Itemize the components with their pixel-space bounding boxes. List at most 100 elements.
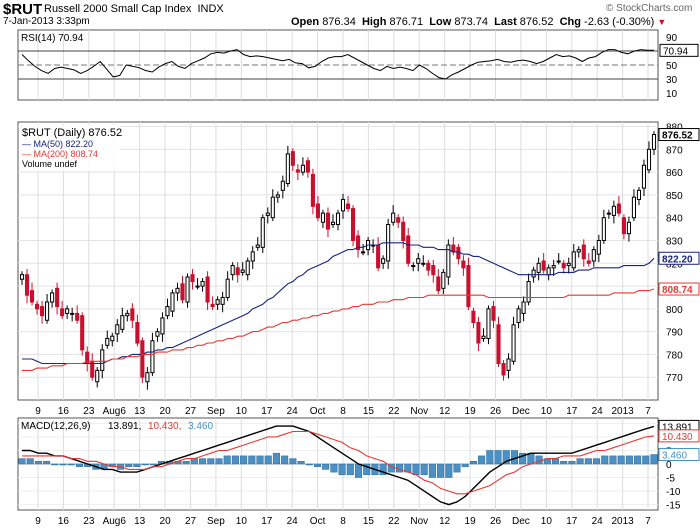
macd-x-tick-label: 17 xyxy=(566,516,578,527)
candle-body xyxy=(441,271,446,289)
candle-body xyxy=(170,292,175,312)
candle-body xyxy=(310,173,315,207)
candle-body xyxy=(491,306,496,321)
macd-histogram-bar xyxy=(609,455,617,465)
macd-histogram-bar xyxy=(199,458,207,465)
macd-histogram-bar xyxy=(601,455,609,465)
ma200-price-label-box xyxy=(658,282,700,296)
candle-body xyxy=(175,287,180,294)
candle-body xyxy=(526,281,531,303)
candle-body xyxy=(75,312,80,321)
candle-body xyxy=(616,203,621,214)
macd-histogram-bar xyxy=(354,463,363,478)
price-x-tick-label: 15 xyxy=(363,406,375,417)
candle-body xyxy=(651,134,657,150)
macd-x-tick-label: 19 xyxy=(465,516,477,527)
macd-value-label: 13.891, xyxy=(108,421,141,432)
candle-body xyxy=(125,312,130,317)
candle-body xyxy=(516,308,521,324)
candle-body xyxy=(215,299,220,305)
candle-body xyxy=(40,306,45,317)
price-x-tick-label: 22 xyxy=(388,406,400,417)
macd-x-tick-label: 16 xyxy=(58,516,70,527)
macd-histogram-bar xyxy=(313,463,322,467)
candle-body xyxy=(461,260,466,269)
candle-body xyxy=(641,164,647,189)
price-x-tick-label: 16 xyxy=(58,406,70,417)
candle-body xyxy=(511,324,516,362)
macd-histogram-bar xyxy=(330,463,338,473)
rsi-title: RSI(14) 70.94 xyxy=(21,33,84,44)
candle-body xyxy=(345,203,351,210)
hist-last-label: 3.460 xyxy=(662,451,687,462)
candle-body xyxy=(436,276,441,292)
legend-background xyxy=(20,125,120,171)
candle-body xyxy=(421,262,426,265)
macd-histogram-bar xyxy=(305,463,313,466)
macd-x-tick-label: 24 xyxy=(287,516,299,527)
macd-histogram-bar xyxy=(256,455,264,465)
last-price-label-box xyxy=(658,128,700,142)
macd-title: MACD(12,26,9) xyxy=(21,421,90,432)
candle-body xyxy=(446,244,451,278)
candle-body xyxy=(230,265,235,276)
candle-body xyxy=(496,324,501,365)
candle-body xyxy=(155,331,160,337)
macd-histogram-bar xyxy=(297,461,305,465)
candle-body xyxy=(290,151,295,166)
candle-body xyxy=(621,217,626,235)
candle-body xyxy=(320,212,326,223)
macd-histogram-bar xyxy=(190,458,198,465)
macd-histogram-bar xyxy=(59,463,67,466)
signal-value-label: 10.430, xyxy=(148,421,181,432)
high-value: 876.71 xyxy=(389,16,424,28)
signal-last-label-box xyxy=(658,429,700,443)
candle-body xyxy=(391,212,396,223)
candle-body xyxy=(29,290,35,303)
candle-body xyxy=(416,258,421,264)
chg-value: -2.63 (-0.30%) xyxy=(584,16,655,28)
price-x-tick-label: 12 xyxy=(439,406,451,417)
macd-histogram-bar xyxy=(642,455,650,465)
macd-histogram-bar xyxy=(149,463,157,466)
candle-body xyxy=(55,287,60,308)
candle-body xyxy=(235,267,240,276)
macd-histogram-bar xyxy=(420,463,428,476)
candle-body xyxy=(541,260,546,271)
candle-body xyxy=(340,198,346,212)
macd-y-tick-label: -10 xyxy=(666,487,681,498)
rsi-y-tick-label: 50 xyxy=(666,61,678,72)
price-panel: 7707807908008108208308408508608708809162… xyxy=(17,121,700,417)
price-x-tick-label: Aug6 xyxy=(103,406,127,417)
macd-line xyxy=(22,425,655,506)
candle-body xyxy=(325,212,331,230)
candle-body xyxy=(260,217,265,248)
candle-body xyxy=(60,308,65,317)
price-y-tick-label: 850 xyxy=(666,191,683,202)
price-x-tick-label: Nov xyxy=(410,406,428,417)
candle-body xyxy=(105,337,110,346)
candle-body xyxy=(471,310,476,324)
price-x-tick-label: 9 xyxy=(35,406,41,417)
macd-x-tick-label: 27 xyxy=(185,516,197,527)
candle-body xyxy=(220,296,225,305)
candle-body xyxy=(411,265,416,268)
macd-y-tick-label: -5 xyxy=(666,474,675,485)
candle-body xyxy=(195,285,200,288)
price-y-tick-label: 770 xyxy=(666,373,683,384)
macd-histogram-bar xyxy=(338,463,346,476)
candle-body xyxy=(631,196,636,219)
macd-x-tick-label: 7 xyxy=(645,516,651,527)
candle-body xyxy=(626,221,631,235)
macd-histogram-bar xyxy=(34,461,42,465)
price-x-tick-label: 20 xyxy=(160,406,172,417)
candle-body xyxy=(140,340,145,378)
price-x-tick-label: 24 xyxy=(592,406,604,417)
macd-histogram-bar xyxy=(412,463,420,476)
macd-histogram-bar xyxy=(207,458,215,465)
legend-rut: $RUT (Daily) 876.52 xyxy=(22,127,122,139)
candle-body xyxy=(531,269,536,278)
candle-body xyxy=(34,303,40,310)
candle-body xyxy=(586,260,591,264)
price-x-tick-label: Oct xyxy=(310,406,326,417)
